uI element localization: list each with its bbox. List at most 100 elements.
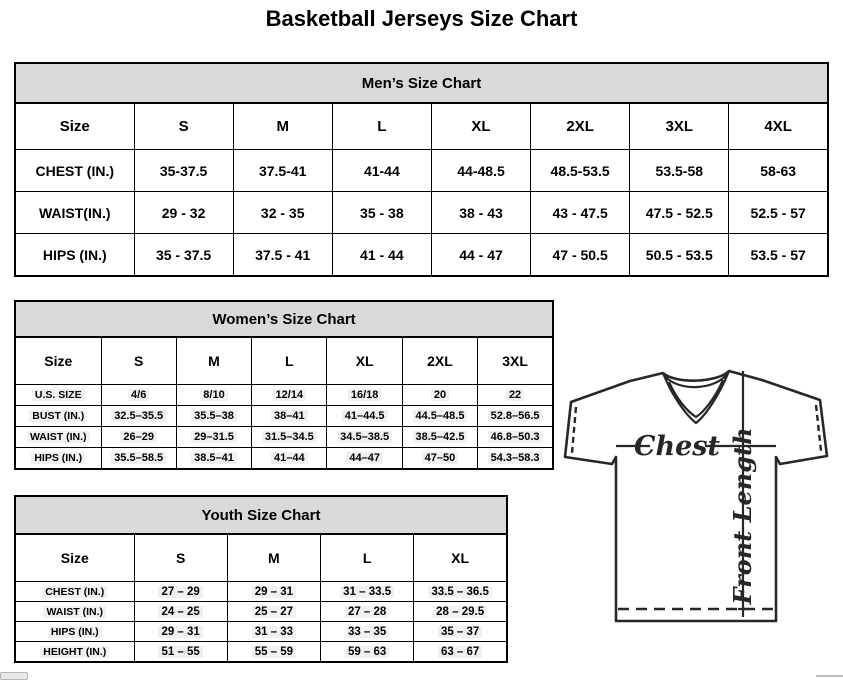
mens-value-cell: 35 - 37.5	[133, 233, 234, 277]
youth-chart-title: Youth Size Chart	[14, 495, 508, 535]
mens-value-cell: 53.5 - 57	[728, 233, 829, 277]
womens-value-cell: 29–31.5	[175, 426, 253, 448]
highlighted-text: CHEST (IN.)	[42, 585, 108, 598]
mens-size-col-2xl: 2XL	[530, 102, 631, 150]
youth-value-cell: 29 – 31	[133, 621, 228, 642]
mens-value-cell: 48.5-53.5	[530, 149, 631, 192]
youth-value-cell: 35 – 37	[413, 621, 508, 642]
highlighted-text: 26–29	[120, 431, 157, 443]
page-title: Basketball Jerseys Size Chart	[265, 6, 578, 31]
mens-value-cell: 50.5 - 53.5	[629, 233, 730, 277]
highlighted-text: HIPS (IN.)	[31, 452, 86, 464]
youth-row-label: CHEST (IN.)	[14, 581, 135, 602]
mens-size-col-3xl: 3XL	[629, 102, 730, 150]
womens-value-cell: 38.5–42.5	[401, 426, 479, 448]
womens-value-cell: 32.5–35.5	[100, 405, 177, 427]
mens-size-col-4xl: 4XL	[728, 102, 829, 150]
womens-chart-title: Women’s Size Chart	[14, 300, 554, 338]
scrollbar-fragment-right[interactable]	[816, 675, 843, 677]
youth-value-cell: 28 – 29.5	[413, 601, 508, 622]
mens-value-cell: 44 - 47	[430, 233, 532, 277]
highlighted-text: 29 – 31	[251, 585, 297, 598]
youth-row-label: WAIST (IN.)	[14, 601, 135, 622]
youth-size-header-row: Size S M L XL	[14, 533, 508, 582]
highlighted-text: 27 – 29	[158, 585, 203, 598]
mens-size-chart-table: Men’s Size Chart Size S M L XL 2XL 3XL 4XL CHEST …	[14, 62, 829, 277]
highlighted-text: 47–50	[421, 452, 459, 464]
youth-row-label: HIPS (IN.)	[14, 621, 135, 642]
youth-value-cell: 27 – 29	[133, 581, 228, 602]
highlighted-text: 24 – 25	[158, 605, 203, 618]
youth-measurement-row: CHEST (IN.) 27 – 29 29 – 31 31 – 33.5 33.5 –…	[14, 581, 508, 602]
mens-size-col-m: M	[232, 102, 333, 150]
highlighted-text: 63 – 67	[437, 645, 483, 658]
womens-value-cell: 20	[401, 384, 479, 406]
youth-measurement-row: HEIGHT (IN.) 51 – 55 55 – 59 59 – 63 63 – 67	[14, 641, 508, 663]
highlighted-text: 12/14	[272, 389, 307, 401]
highlighted-text: 31 – 33	[251, 625, 297, 638]
highlighted-text: 41–44.5	[341, 410, 388, 422]
highlighted-text: 22	[505, 389, 525, 401]
mens-value-cell: 35-37.5	[133, 149, 234, 192]
mens-row-label: HIPS (IN.)	[14, 233, 135, 277]
womens-value-cell: 8/10	[175, 384, 253, 406]
highlighted-text: 34.5–38.5	[337, 431, 393, 443]
womens-value-cell: 34.5–38.5	[326, 426, 403, 448]
highlighted-text: 55 – 59	[251, 645, 297, 658]
womens-value-cell: 41–44.5	[326, 405, 403, 427]
womens-measurement-row: U.S. SIZE 4/6 8/10 12/14 16/18 20 22	[14, 384, 554, 406]
highlighted-text: 29–31.5	[191, 431, 237, 443]
highlighted-text: 52.8–56.5	[487, 410, 543, 422]
mens-value-cell: 43 - 47.5	[530, 191, 631, 234]
highlighted-text: 59 – 63	[344, 645, 390, 658]
youth-measurement-row: WAIST (IN.) 24 – 25 25 – 27 27 – 28 28 – 29.…	[14, 601, 508, 622]
womens-row-label: HIPS (IN.)	[14, 447, 102, 470]
mens-value-cell: 37.5 - 41	[232, 233, 333, 277]
highlighted-text: 54.3–58.3	[487, 452, 543, 464]
highlighted-text: 38–41	[271, 410, 308, 422]
womens-value-cell: 35.5–38	[175, 405, 253, 427]
youth-measurement-row: HIPS (IN.) 29 – 31 31 – 33 33 – 35 35 – 37	[14, 621, 508, 642]
youth-value-cell: 33.5 – 36.5	[413, 581, 508, 602]
mens-value-cell: 37.5-41	[232, 149, 333, 192]
sleeve-stitch-left	[570, 406, 578, 454]
highlighted-text: WAIST (IN.)	[26, 431, 90, 443]
mens-measurement-row: WAIST(IN.) 29 - 32 32 - 35 35 - 38 38 - 43 43…	[14, 191, 829, 234]
highlighted-text: 16/18	[347, 389, 382, 401]
mens-value-cell: 58-63	[728, 149, 829, 192]
womens-title-row: Women’s Size Chart	[14, 300, 554, 338]
womens-corner-cell: Size	[14, 336, 102, 385]
womens-measurement-row: BUST (IN.) 32.5–35.5 35.5–38 38–41 41–44.5 44…	[14, 405, 554, 427]
mens-value-cell: 38 - 43	[430, 191, 532, 234]
highlighted-text: 20	[430, 389, 450, 401]
womens-size-chart-table: Women’s Size Chart Size S M L XL 2XL 3XL U.S. SI…	[14, 300, 554, 470]
highlighted-text: 28 – 29.5	[433, 605, 488, 618]
youth-value-cell: 33 – 35	[319, 621, 415, 642]
highlighted-text: HEIGHT (IN.)	[40, 645, 110, 658]
womens-value-cell: 16/18	[326, 384, 403, 406]
womens-row-label: WAIST (IN.)	[14, 426, 102, 448]
mens-size-col-l: L	[331, 102, 432, 150]
highlighted-text: 38.5–41	[191, 452, 237, 464]
mens-size-col-s: S	[133, 102, 234, 150]
sleeve-stitch-right	[814, 404, 823, 452]
womens-value-cell: 26–29	[100, 426, 177, 448]
highlighted-text: 35.5–58.5	[111, 452, 167, 464]
mens-value-cell: 47 - 50.5	[530, 233, 631, 277]
highlighted-text: 32.5–35.5	[111, 410, 167, 422]
youth-corner-cell: Size	[14, 533, 135, 582]
womens-measurement-row: WAIST (IN.) 26–29 29–31.5 31.5–34.5 34.5–38.…	[14, 426, 554, 448]
womens-value-cell: 35.5–58.5	[100, 447, 177, 470]
highlighted-text: 33.5 – 36.5	[428, 585, 492, 598]
womens-value-cell: 41–44	[251, 447, 328, 470]
womens-value-cell: 31.5–34.5	[251, 426, 328, 448]
mens-size-header-row: Size S M L XL 2XL 3XL 4XL	[14, 102, 829, 150]
highlighted-text: 4/6	[128, 389, 150, 401]
highlighted-text: HIPS (IN.)	[47, 625, 102, 638]
womens-size-header-row: Size S M L XL 2XL 3XL	[14, 336, 554, 385]
womens-value-cell: 44–47	[326, 447, 403, 470]
womens-value-cell: 38–41	[251, 405, 328, 427]
youth-value-cell: 55 – 59	[226, 641, 322, 663]
mens-value-cell: 41 - 44	[331, 233, 432, 277]
highlighted-text: BUST (IN.)	[29, 410, 88, 422]
